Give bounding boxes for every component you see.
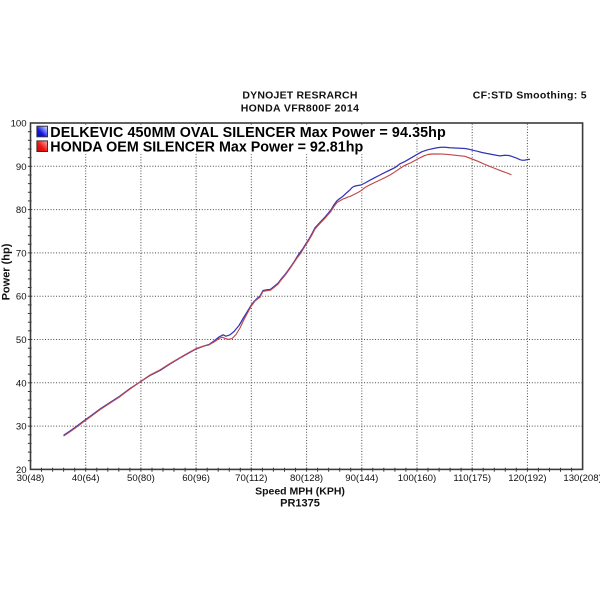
svg-text:20: 20 <box>16 465 27 476</box>
svg-text:Speed MPH (KPH): Speed MPH (KPH) <box>255 486 345 498</box>
svg-text:PR1375: PR1375 <box>280 497 320 509</box>
svg-text:DYNOJET RESRARCH: DYNOJET RESRARCH <box>242 90 357 102</box>
svg-text:100(160): 100(160) <box>398 473 436 484</box>
svg-text:HONDA OEM SILENCER Max Power =: HONDA OEM SILENCER Max Power = 92.81hp <box>50 140 363 156</box>
svg-text:90: 90 <box>16 162 27 173</box>
svg-text:Power (hp): Power (hp) <box>0 243 12 300</box>
svg-text:60: 60 <box>16 292 27 303</box>
svg-text:80: 80 <box>16 205 27 216</box>
svg-text:70: 70 <box>16 248 27 259</box>
svg-text:40: 40 <box>16 378 27 389</box>
svg-text:40(64): 40(64) <box>72 473 100 484</box>
svg-text:70(112): 70(112) <box>235 473 267 484</box>
svg-text:130(208): 130(208) <box>563 473 600 484</box>
svg-text:50: 50 <box>16 335 27 346</box>
svg-text:HONDA VFR800F 2014: HONDA VFR800F 2014 <box>241 103 360 115</box>
svg-text:90(144): 90(144) <box>345 473 378 484</box>
svg-text:100: 100 <box>11 119 27 130</box>
svg-text:50(80): 50(80) <box>127 473 155 484</box>
svg-text:CF:STD Smoothing: 5: CF:STD Smoothing: 5 <box>473 89 587 101</box>
svg-text:110(175): 110(175) <box>453 473 491 484</box>
svg-text:30: 30 <box>16 422 27 433</box>
svg-text:80(128): 80(128) <box>290 473 323 484</box>
svg-text:30(48): 30(48) <box>17 473 45 484</box>
svg-text:60(96): 60(96) <box>182 473 210 484</box>
svg-text:120(192): 120(192) <box>508 473 546 484</box>
svg-text:DELKEVIC 450MM OVAL SILENCER M: DELKEVIC 450MM OVAL SILENCER Max Power =… <box>50 125 446 141</box>
